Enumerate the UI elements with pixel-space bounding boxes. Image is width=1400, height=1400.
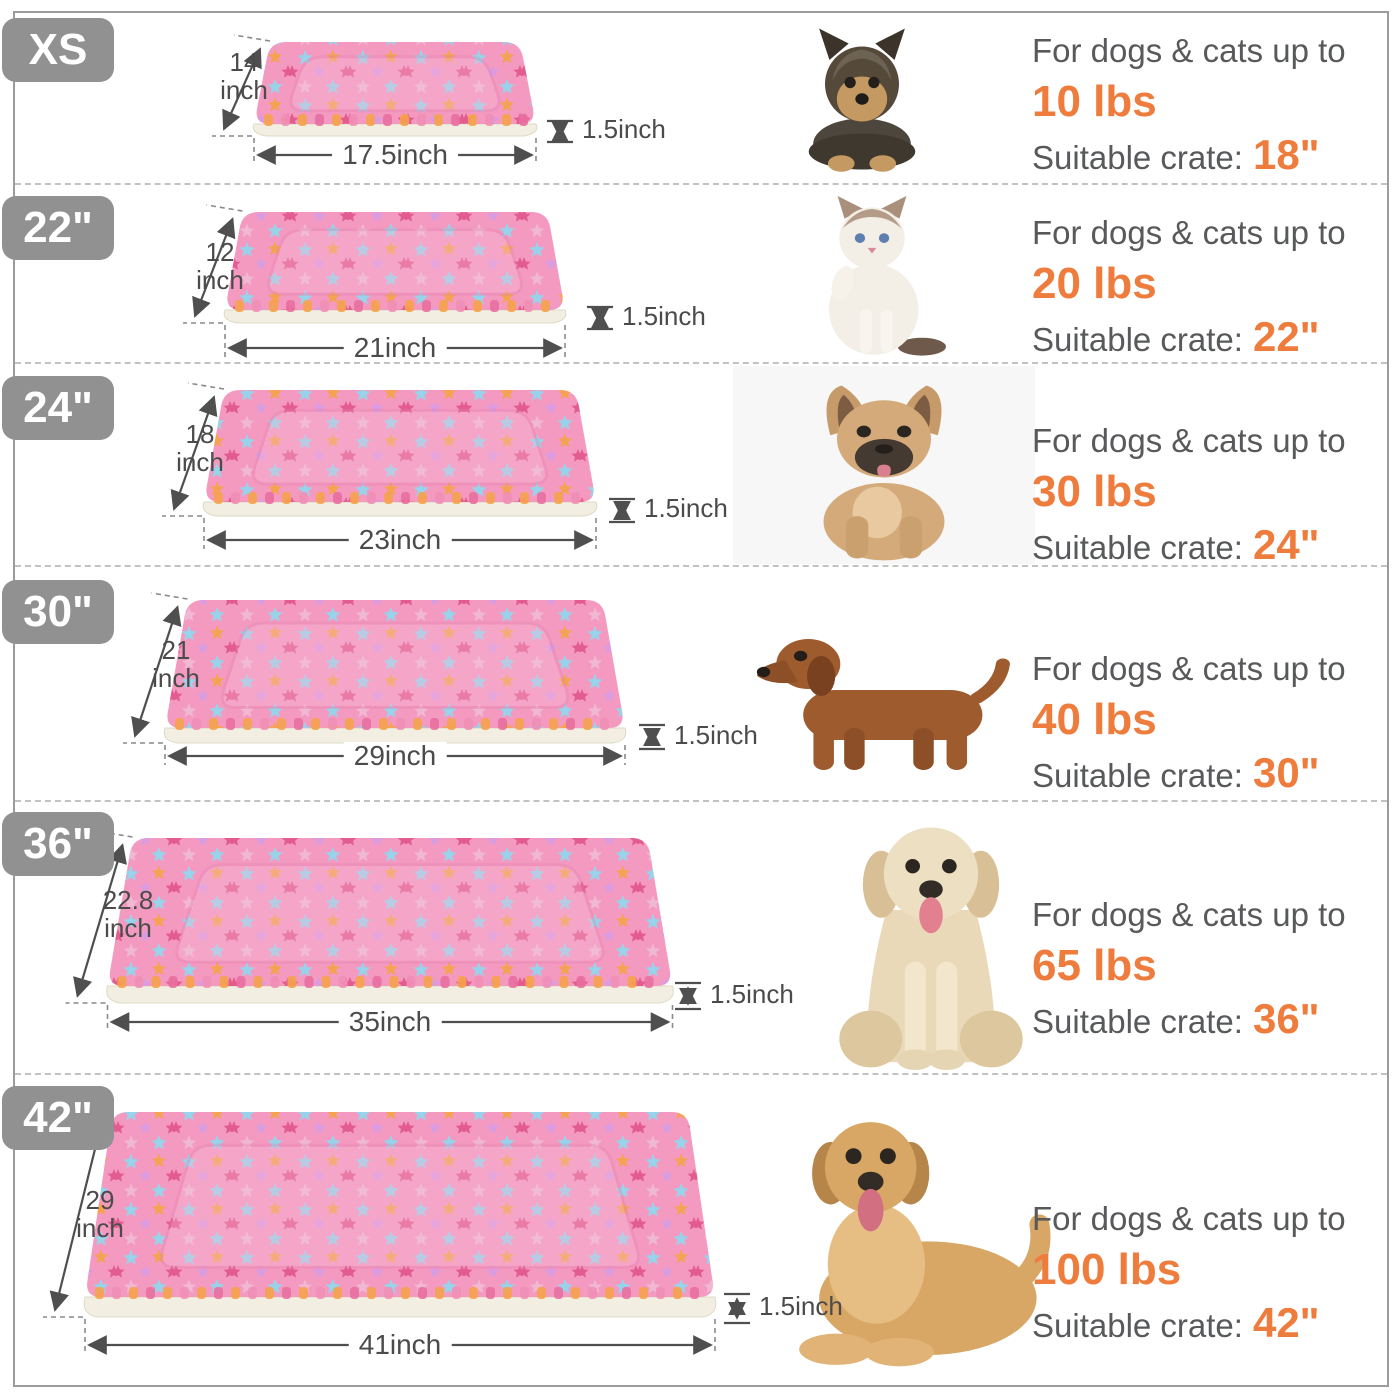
row-separator bbox=[15, 800, 1387, 802]
row-separator bbox=[15, 1073, 1387, 1075]
chart-frame bbox=[13, 11, 1389, 1387]
row-separator bbox=[15, 183, 1387, 185]
row-separator bbox=[15, 565, 1387, 567]
row-separator bbox=[15, 362, 1387, 364]
